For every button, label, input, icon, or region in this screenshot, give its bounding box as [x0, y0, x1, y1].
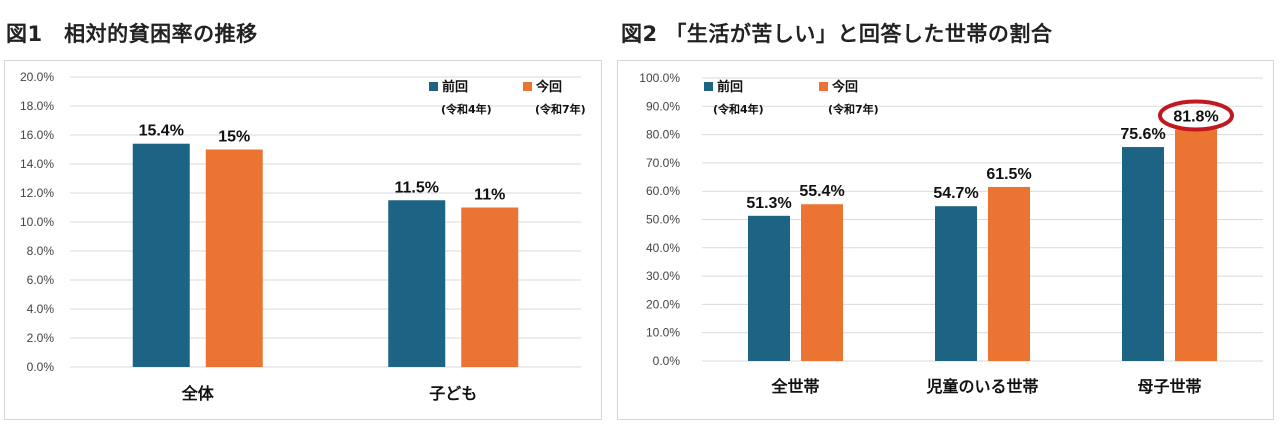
legend-note: (令和4年): [713, 102, 764, 116]
y-tick-label: 90.0%: [646, 99, 680, 113]
y-tick-label: 0.0%: [653, 354, 681, 368]
category-label: 全体: [181, 384, 215, 403]
y-tick-label: 10.0%: [646, 326, 680, 340]
y-tick-label: 10.0%: [20, 215, 54, 229]
legend-swatch: [704, 82, 713, 91]
legend-swatch: [429, 82, 438, 91]
y-tick-label: 70.0%: [646, 156, 680, 170]
bar: [1175, 129, 1217, 361]
data-label: 11%: [474, 187, 505, 204]
y-tick-label: 20.0%: [20, 70, 54, 84]
y-tick-label: 80.0%: [646, 128, 680, 142]
y-tick-label: 14.0%: [20, 157, 54, 171]
data-label: 11.5%: [395, 179, 439, 196]
data-label: 51.3%: [746, 195, 791, 212]
data-label: 54.7%: [933, 185, 978, 202]
y-tick-label: 2.0%: [27, 331, 55, 345]
bar: [801, 204, 843, 361]
y-tick-label: 40.0%: [646, 241, 680, 255]
y-tick-label: 12.0%: [20, 186, 54, 200]
y-tick-label: 0.0%: [27, 360, 55, 374]
bar: [388, 200, 446, 367]
legend-label: 今回: [831, 79, 858, 95]
y-tick-label: 60.0%: [646, 184, 680, 198]
data-label: 55.4%: [799, 183, 844, 200]
legend-swatch: [523, 82, 532, 91]
legend-note: (令和7年): [828, 102, 879, 116]
bar: [132, 143, 190, 367]
data-label: 81.8%: [1173, 109, 1218, 126]
chart-2-svg: 0.0% 10.0% 20.0% 30.0% 40.0% 50.0% 60.0% 70.0% 8…: [639, 71, 1263, 396]
category-label: 全世帯: [770, 377, 819, 396]
bar: [988, 186, 1030, 361]
legend-label: 前回: [717, 79, 743, 95]
data-label: 75.6%: [1120, 126, 1165, 143]
bar: [1122, 147, 1164, 361]
y-tick-label: 100.0%: [639, 71, 680, 85]
data-label: 15.4%: [139, 123, 184, 140]
figure-1-title: 図1 相対的貧困率の推移: [6, 22, 258, 46]
y-tick-label: 30.0%: [646, 269, 680, 283]
y-tick-label: 50.0%: [646, 213, 680, 227]
category-label: 子ども: [429, 384, 477, 403]
data-label: 15%: [218, 129, 250, 146]
chart-panel-1: 0.0% 2.0% 4.0% 6.0% 8.0% 10.0% 12.0% 14.0% 16.0%…: [4, 60, 602, 420]
legend-note: (令和4年): [441, 102, 492, 116]
data-label: 61.5%: [986, 166, 1031, 183]
chart-panel-2: 0.0% 10.0% 20.0% 30.0% 40.0% 50.0% 60.0% 70.0% 8…: [617, 60, 1274, 420]
bar: [748, 215, 790, 361]
y-tick-label: 4.0%: [27, 302, 55, 316]
y-tick-label: 8.0%: [27, 244, 55, 258]
bar: [935, 206, 977, 361]
category-label: 母子世帯: [1137, 377, 1201, 396]
y-tick-label: 16.0%: [20, 128, 54, 142]
highlight-circle: [1158, 99, 1234, 132]
chart-1-svg: 0.0% 2.0% 4.0% 6.0% 8.0% 10.0% 12.0% 14.0% 16.0%…: [20, 70, 586, 403]
legend-note: (令和7年): [535, 102, 586, 116]
bar: [205, 149, 263, 367]
y-tick-label: 18.0%: [20, 99, 54, 113]
legend-swatch: [819, 82, 828, 91]
y-tick-label: 20.0%: [646, 297, 680, 311]
bar: [461, 207, 519, 367]
figure-2-title: 図2 「生活が苦しい」と回答した世帯の割合: [621, 22, 1053, 46]
y-tick-label: 6.0%: [27, 273, 55, 287]
legend-label: 前回: [442, 79, 468, 95]
category-label: 児童のいる世帯: [925, 377, 1038, 396]
legend-label: 今回: [535, 79, 562, 95]
